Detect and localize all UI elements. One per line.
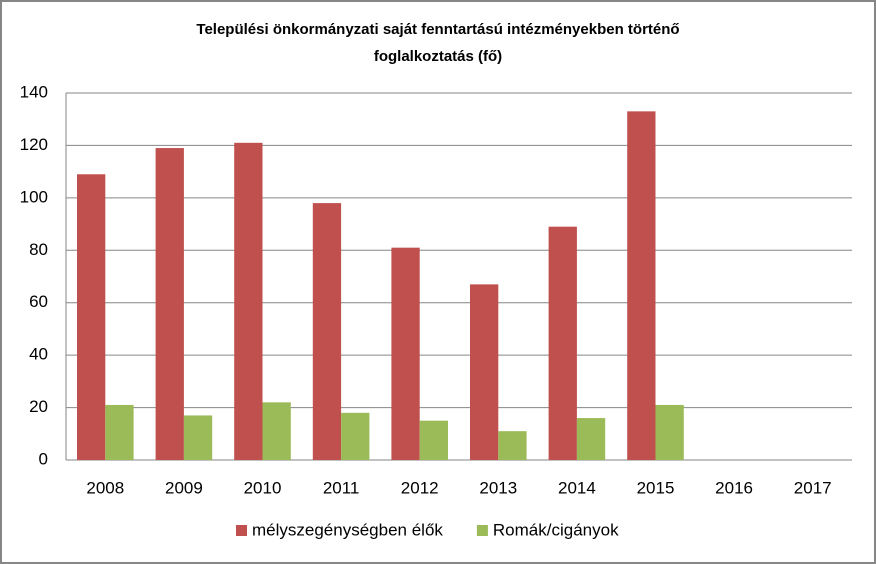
bar	[391, 247, 420, 460]
bar	[470, 284, 499, 460]
bar	[548, 226, 577, 460]
bar	[498, 431, 527, 460]
bar	[341, 412, 370, 460]
y-tick-label: 80	[29, 240, 48, 259]
bar	[627, 111, 656, 460]
legend-label: mélyszegénységben élők	[252, 520, 443, 539]
x-tick-label: 2013	[479, 478, 517, 497]
x-tick-label: 2010	[244, 478, 282, 497]
y-tick-label: 140	[20, 82, 48, 101]
x-tick-label: 2008	[86, 478, 124, 497]
bar	[77, 174, 106, 460]
bar	[155, 148, 184, 461]
bar	[234, 142, 263, 461]
chart-title: foglalkoztatás (fő)	[374, 48, 502, 65]
y-tick-label: 40	[29, 345, 48, 364]
y-tick-label: 100	[20, 187, 48, 206]
x-tick-label: 2009	[165, 478, 203, 497]
chart-title: Települési önkormányzati saját fenntartá…	[196, 21, 679, 38]
x-tick-label: 2012	[401, 478, 439, 497]
y-tick-label: 0	[39, 449, 48, 468]
x-tick-label: 2015	[637, 478, 675, 497]
x-tick-label: 2017	[794, 478, 832, 497]
x-tick-label: 2014	[558, 478, 596, 497]
bar	[183, 415, 213, 460]
bar	[655, 404, 684, 460]
bar	[576, 418, 606, 460]
legend-label: Romák/cigányok	[493, 520, 619, 539]
x-tick-label: 2016	[715, 478, 753, 497]
legend-swatch	[476, 525, 488, 536]
y-tick-label: 120	[20, 135, 48, 154]
y-tick-label: 60	[29, 292, 48, 311]
bar	[312, 203, 342, 460]
y-tick-label: 20	[29, 397, 48, 416]
bar	[419, 420, 448, 460]
legend-swatch	[236, 525, 247, 536]
x-tick-label: 2011	[323, 478, 360, 497]
bar	[262, 402, 291, 460]
bar	[105, 404, 134, 460]
